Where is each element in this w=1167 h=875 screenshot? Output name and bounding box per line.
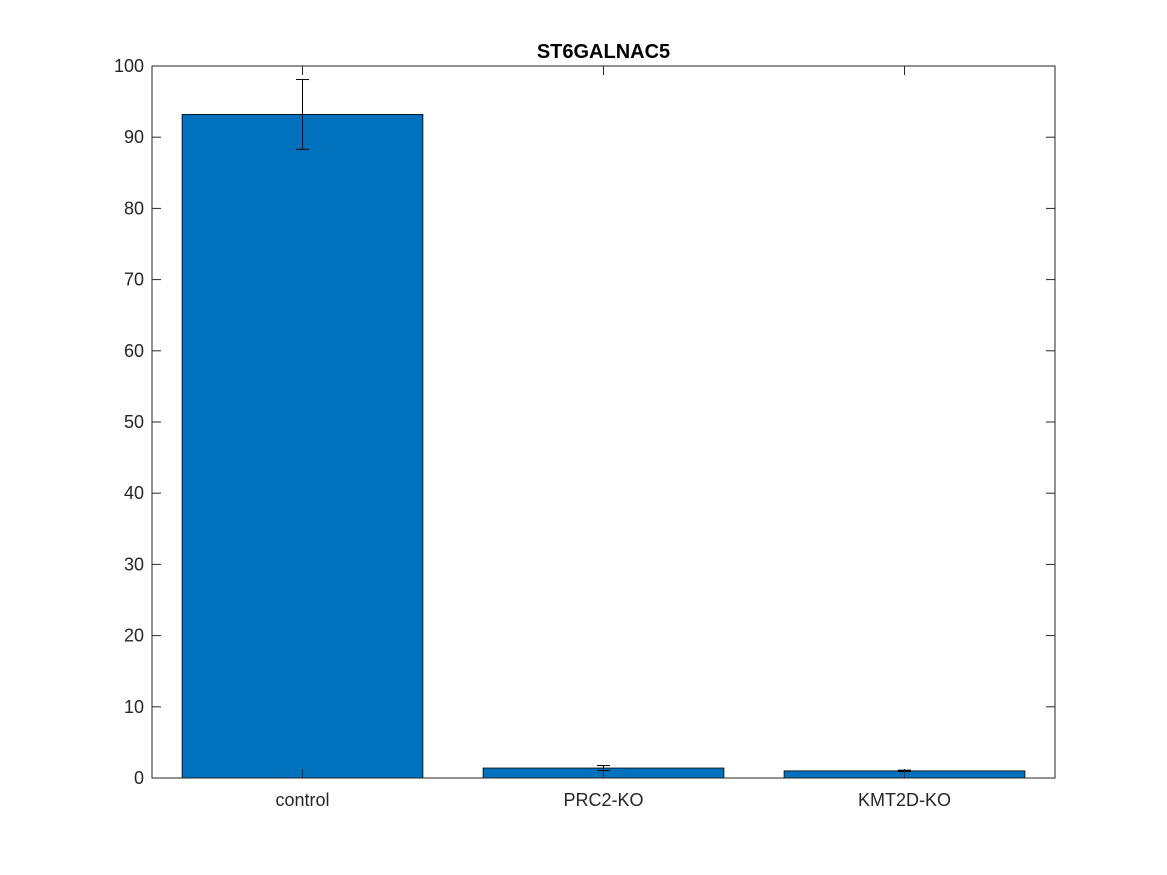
x-tick-label-control: control xyxy=(275,790,329,810)
bar-control xyxy=(181,114,424,779)
y-tick-label-40: 40 xyxy=(124,483,144,503)
y-tick-label-50: 50 xyxy=(124,412,144,432)
y-tick-labels: 0 10 20 30 40 50 60 70 80 90 100 xyxy=(114,56,144,788)
y-tick-label-20: 20 xyxy=(124,626,144,646)
y-tick-label-0: 0 xyxy=(134,768,144,788)
y-tick-label-100: 100 xyxy=(114,56,144,76)
chart-title: ST6GALNAC5 xyxy=(537,41,670,63)
y-tick-label-10: 10 xyxy=(124,697,144,717)
axes-box xyxy=(151,65,1056,779)
bars-group xyxy=(181,114,1026,779)
x-tick-labels: control PRC2-KO KMT2D-KO xyxy=(275,790,951,810)
x-tick-label-PRC2-KO: PRC2-KO xyxy=(563,790,643,810)
y-tick-label-90: 90 xyxy=(124,127,144,147)
y-tick-label-70: 70 xyxy=(124,270,144,290)
y-tick-label-80: 80 xyxy=(124,198,144,218)
x-tick-label-KMT2D-KO: KMT2D-KO xyxy=(858,790,951,810)
y-tick-label-30: 30 xyxy=(124,554,144,574)
y-tick-label-60: 60 xyxy=(124,341,144,361)
